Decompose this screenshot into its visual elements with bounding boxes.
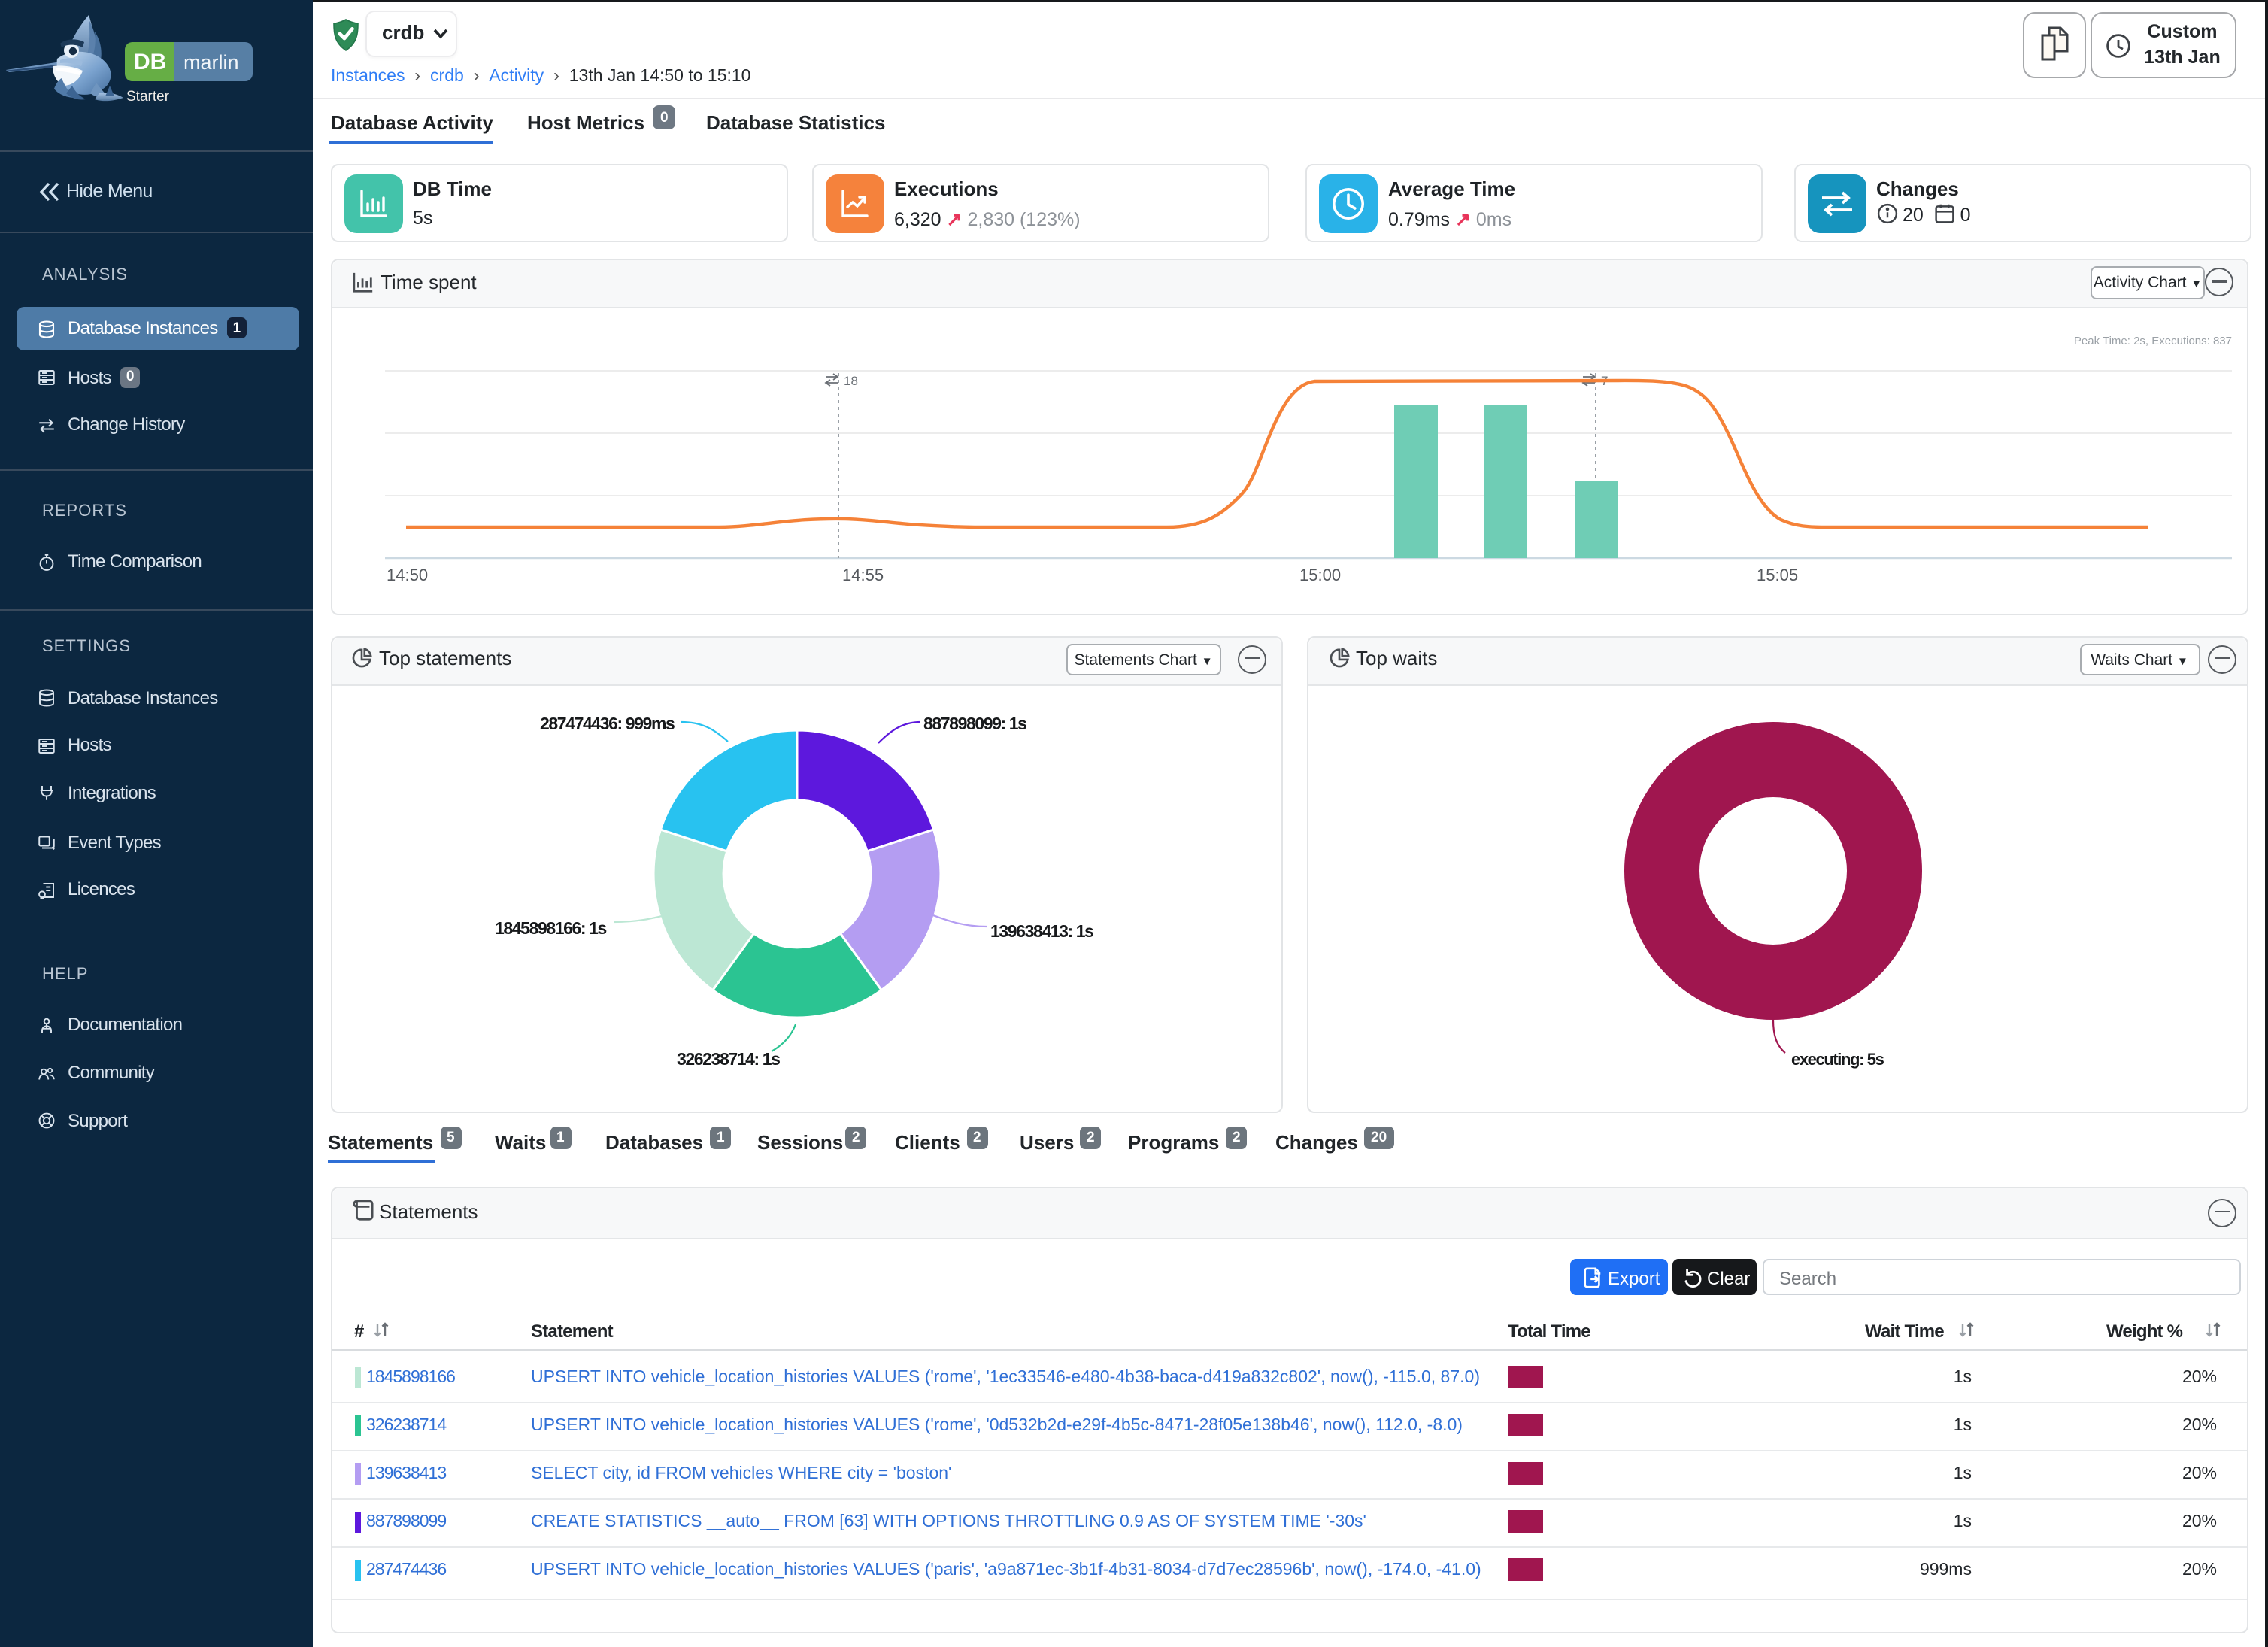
svg-text:14:55: 14:55 [842,565,884,584]
svg-text:14:50: 14:50 [387,565,428,584]
svg-text:15:05: 15:05 [1757,565,1798,584]
svg-text:18: 18 [844,373,858,387]
svg-text:15:00: 15:00 [1299,565,1341,584]
